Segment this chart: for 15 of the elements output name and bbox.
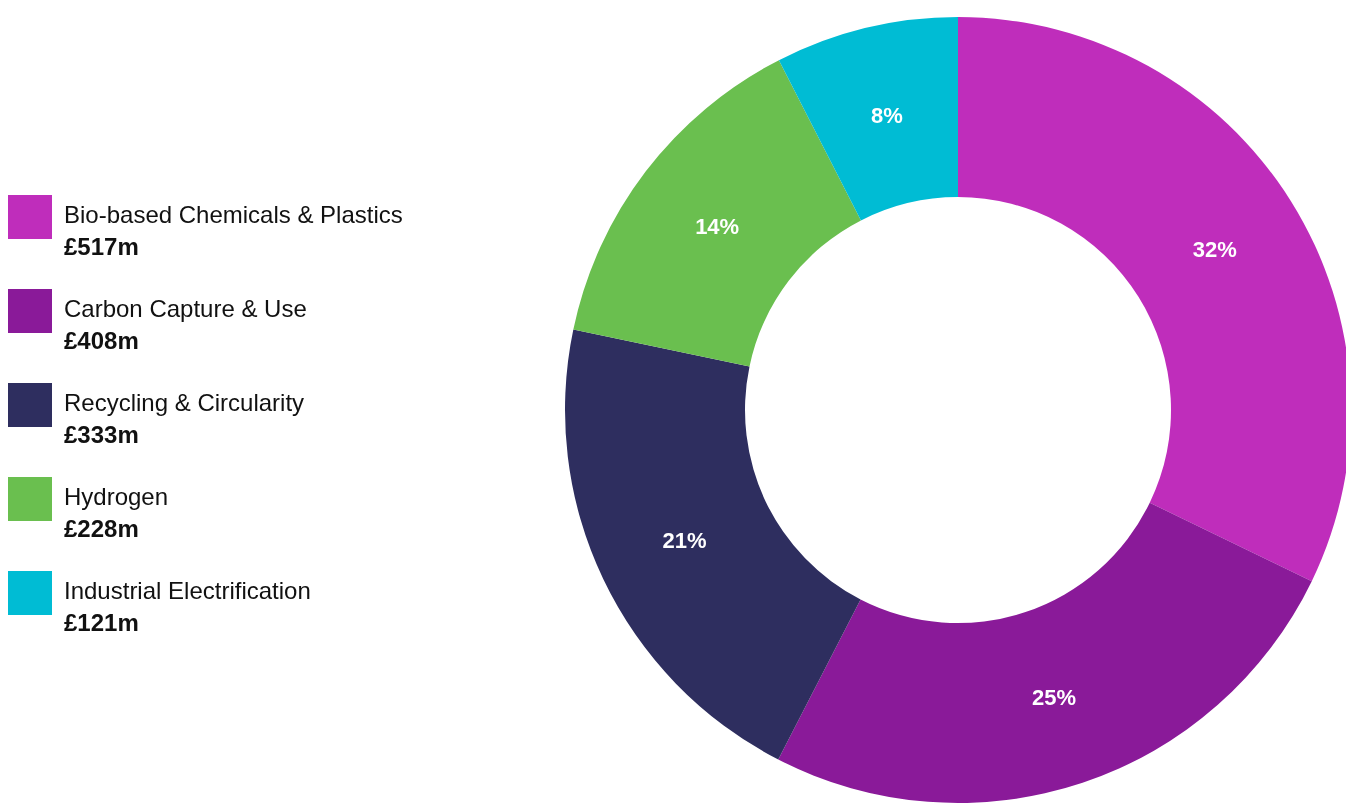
legend-label: Carbon Capture & Use [64, 295, 307, 322]
legend-label: Hydrogen [64, 483, 169, 510]
text: 21% [662, 527, 707, 553]
text: 32% [1192, 236, 1237, 262]
data-label: £228m [64, 515, 139, 542]
text: 25% [1032, 684, 1077, 710]
text: 8% [871, 102, 903, 128]
data-label: £517m [64, 233, 139, 260]
legend-label: Recycling & Circularity [64, 389, 305, 416]
data-label: £408m [64, 327, 139, 354]
legend-label: Bio-based Chemicals & Plastics [64, 201, 403, 228]
text: 14% [695, 213, 740, 239]
data-label: £333m [64, 421, 139, 448]
data-label: £121m [64, 609, 139, 636]
legend-label: Industrial Electrification [64, 577, 311, 604]
